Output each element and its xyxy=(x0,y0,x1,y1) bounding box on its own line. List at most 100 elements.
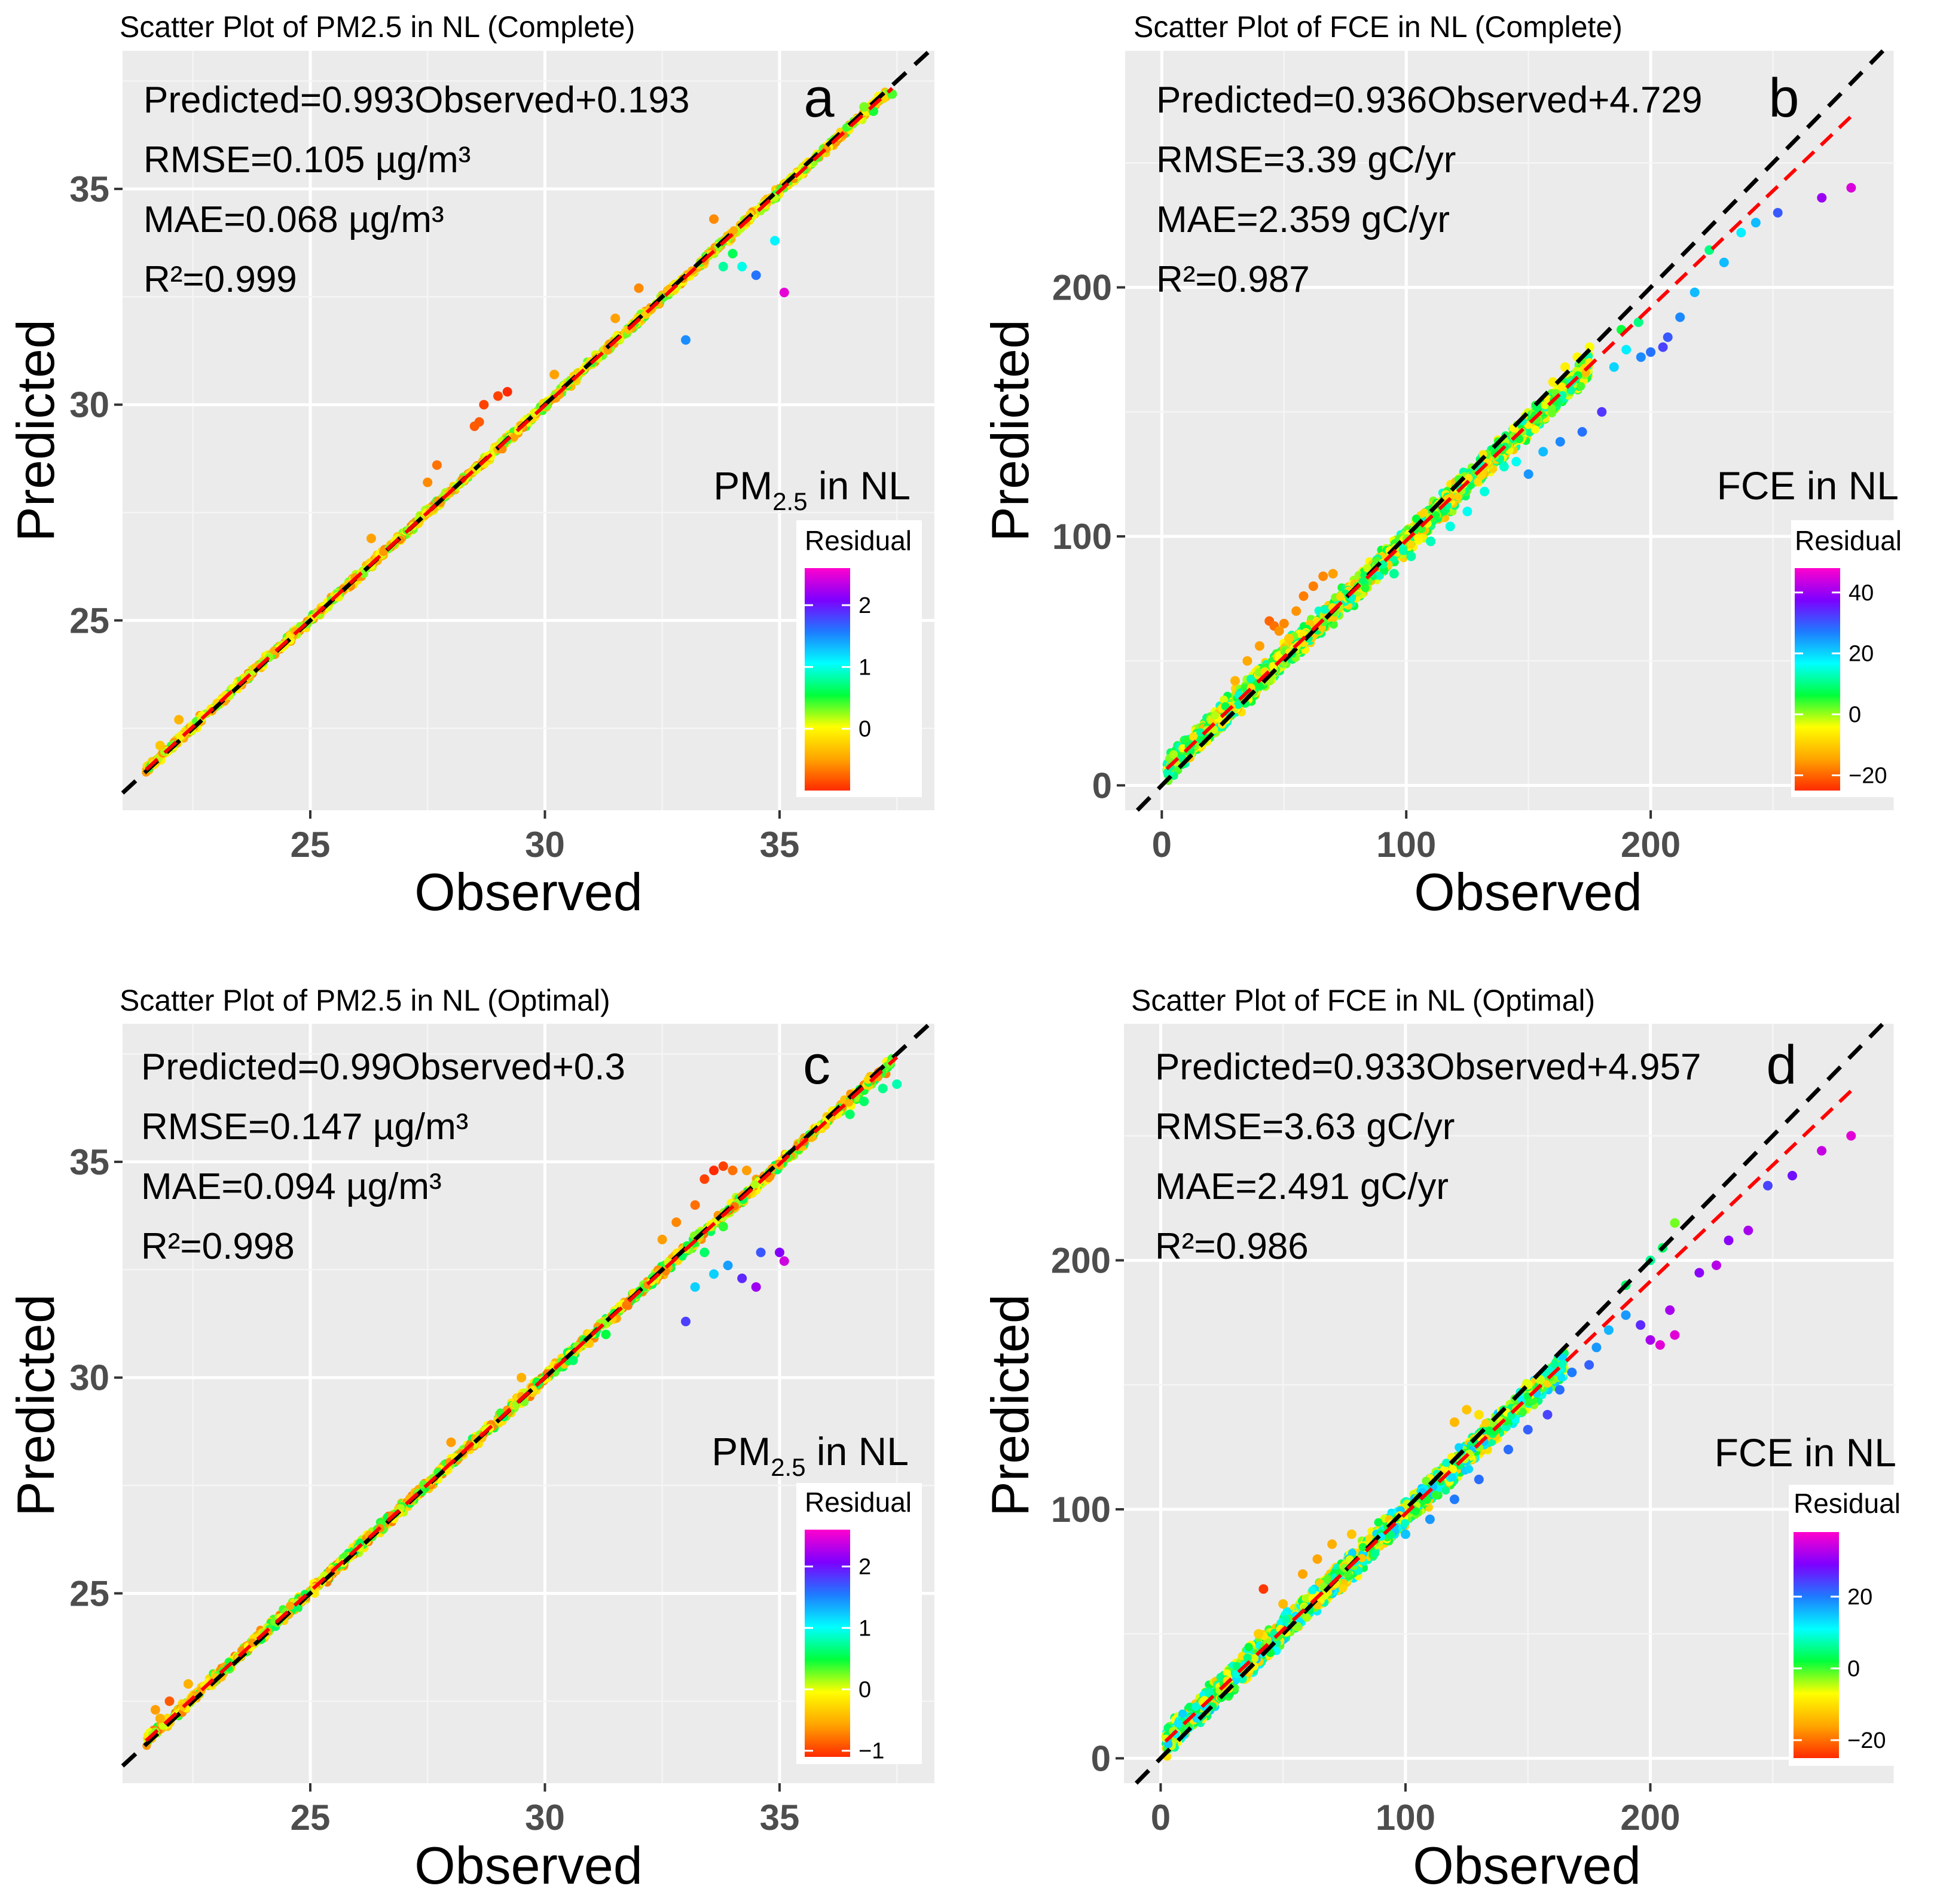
data-point xyxy=(1246,675,1255,684)
data-point xyxy=(1719,257,1729,267)
data-point xyxy=(1230,676,1240,686)
data-point xyxy=(1426,536,1436,547)
data-point xyxy=(709,214,719,224)
colorbar xyxy=(805,568,850,791)
equation-label: Predicted=0.993Observed+0.193 xyxy=(143,80,689,121)
data-point xyxy=(1530,425,1539,434)
data-point xyxy=(1431,511,1440,520)
x-ticks: 0 100 200 xyxy=(1152,810,1681,865)
data-point xyxy=(1577,382,1585,390)
data-point xyxy=(1658,342,1668,352)
data-point xyxy=(1689,287,1700,297)
legend-title-main: PM xyxy=(713,463,772,508)
x-tick-label: 200 xyxy=(1621,825,1681,865)
mae-label: MAE=2.359 gC/yr xyxy=(1156,199,1450,240)
chart-title: Scatter Plot of FCE in NL (Complete) xyxy=(1134,10,1623,44)
data-point xyxy=(1817,193,1827,203)
data-point xyxy=(1414,533,1423,542)
panel-b: Scatter Plot of FCE in NL (Complete) Pre… xyxy=(980,10,1906,922)
legend-title-subscript: 2.5 xyxy=(772,487,807,515)
chart-title: Scatter Plot of PM2.5 in NL (Optimal) xyxy=(120,984,610,1017)
data-point xyxy=(1555,437,1565,447)
data-point xyxy=(1511,457,1522,466)
y-axis-title: Predicted xyxy=(6,319,65,542)
y-tick-label: 25 xyxy=(69,601,109,641)
data-point xyxy=(1636,352,1646,362)
data-point xyxy=(1675,312,1685,322)
data-point xyxy=(1328,569,1338,579)
data-point xyxy=(1284,633,1294,643)
chart-title: Scatter Plot of PM2.5 in NL (Complete) xyxy=(120,10,635,44)
x-axis-title: Observed xyxy=(414,862,643,922)
colorbar-title: Residual xyxy=(1795,525,1902,556)
data-point xyxy=(493,391,503,401)
data-point xyxy=(1523,469,1533,479)
colorbar-tick-label: 40 xyxy=(1849,581,1874,606)
data-point xyxy=(1773,208,1783,218)
data-point xyxy=(1480,487,1490,496)
data-point xyxy=(174,715,184,725)
panel-letter: a xyxy=(803,68,835,129)
colorbar-tick-label: −20 xyxy=(1849,764,1887,789)
data-point xyxy=(549,370,560,380)
r2-label: R²=0.999 xyxy=(143,259,297,300)
y-tick-label: 30 xyxy=(69,385,109,425)
panel-c: Scatter Plot of PM2.5 in NL (Optimal) Pr… xyxy=(6,984,934,1895)
data-point xyxy=(432,460,442,470)
colorbar-tick-label: 0 xyxy=(858,717,871,742)
data-point xyxy=(1254,641,1264,651)
data-point xyxy=(1663,332,1673,342)
data-point xyxy=(1462,506,1472,517)
data-point xyxy=(779,288,789,298)
panel-letter: b xyxy=(1768,68,1799,129)
data-point xyxy=(1445,521,1455,532)
colorbar xyxy=(1795,568,1840,791)
legend-title: PM2.5 in NL xyxy=(713,463,911,515)
data-point xyxy=(1846,183,1856,193)
panel-a: Scatter Plot of PM2.5 in NL (Complete) P… xyxy=(6,10,934,922)
x-tick-label: 30 xyxy=(525,825,565,865)
rmse-label: RMSE=0.105 µg/m³ xyxy=(143,139,470,181)
data-point xyxy=(718,261,728,271)
data-point xyxy=(681,335,691,345)
data-point xyxy=(1274,626,1284,636)
data-point xyxy=(1736,228,1746,237)
x-ticks: 25 30 35 xyxy=(291,810,800,865)
data-point xyxy=(1361,584,1370,593)
data-point xyxy=(1621,344,1632,355)
x-tick-label: 35 xyxy=(760,825,800,865)
data-point xyxy=(1633,317,1643,327)
data-point xyxy=(1299,591,1309,601)
grid xyxy=(123,51,934,810)
data-point xyxy=(1291,606,1301,616)
data-point xyxy=(1609,362,1619,372)
data-point xyxy=(751,270,761,280)
data-point xyxy=(1308,581,1318,591)
data-point xyxy=(728,249,738,259)
colorbar-title: Residual xyxy=(805,525,912,556)
legend-title-main: FCE in NL xyxy=(1717,463,1899,508)
data-point xyxy=(1321,605,1330,614)
y-tick-label: 100 xyxy=(1052,517,1112,557)
data-point xyxy=(423,477,433,487)
data-point xyxy=(502,387,512,397)
data-point xyxy=(1750,218,1761,228)
mae-label: MAE=0.068 µg/m³ xyxy=(143,199,444,240)
data-point xyxy=(1406,551,1416,562)
colorbar-tick-label: 0 xyxy=(1849,703,1861,728)
data-point xyxy=(479,399,489,410)
data-point xyxy=(737,261,747,271)
data-point xyxy=(1389,569,1399,579)
data-point xyxy=(1499,462,1509,472)
y-tick-label: 35 xyxy=(69,169,109,209)
data-point xyxy=(1242,656,1252,666)
data-point xyxy=(1560,362,1570,372)
x-tick-label: 0 xyxy=(1152,825,1172,865)
data-point xyxy=(155,740,165,750)
x-tick-label: 25 xyxy=(291,825,331,865)
y-tick-label: 0 xyxy=(1092,765,1112,805)
data-point xyxy=(1538,447,1548,457)
data-point xyxy=(1577,427,1587,437)
